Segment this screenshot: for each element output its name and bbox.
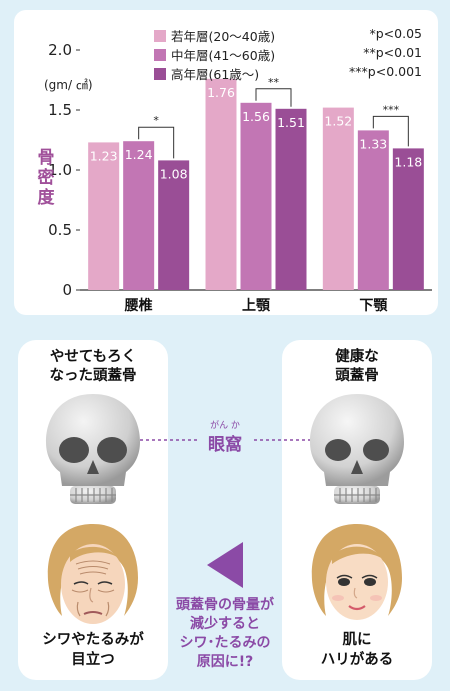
healthy-skull-caption: 肌に ハリがある <box>320 632 394 668</box>
y-tick-label: 0.5 <box>48 221 72 239</box>
bar-value-label: 1.51 <box>277 115 305 130</box>
bar-value-label: 1.56 <box>242 109 270 124</box>
significance-bracket <box>372 115 409 147</box>
legend-label: 高年層(61歳～) <box>171 67 260 82</box>
bar-value-label: 1.18 <box>394 154 422 169</box>
chart-card: 0 0.5 1.0 1.5 2.0 1.23 1.24 1.08 腰椎 1.76 1.56 1.51 上… <box>14 10 438 315</box>
healthy-skull-title: 健康な 頭蓋骨 <box>335 349 379 384</box>
y-tick-label: 2.0 <box>48 41 72 59</box>
thin-skull-caption: シワやたるみが 目立つ <box>42 632 144 668</box>
effect-text: 頭蓋骨の骨量が 減少すると シワ･たるみの 原因に!? <box>176 597 274 670</box>
bar <box>322 107 354 290</box>
bar <box>88 142 120 290</box>
y-tick-label: 1.5 <box>48 101 72 119</box>
significance-note: *p<0.05 <box>369 26 423 41</box>
thin-skull-title: やせてもろく なった頭蓋骨 <box>49 349 137 384</box>
y-tick-label: 0 <box>62 281 72 299</box>
legend-label: 若年層(20～40歳) <box>171 29 276 44</box>
bone-density-chart: 0 0.5 1.0 1.5 2.0 1.23 1.24 1.08 腰椎 1.76 1.56 1.51 上… <box>48 41 432 314</box>
bar <box>240 102 272 290</box>
significance-note: ***p<0.001 <box>349 64 422 79</box>
significance-mark: *** <box>383 103 400 116</box>
y-tick-label: 1.0 <box>48 161 72 179</box>
y-axis-label: 骨密度 <box>37 148 55 208</box>
bar-value-label: 1.24 <box>125 147 153 162</box>
bar-value-label: 1.08 <box>160 166 188 181</box>
legend-swatch <box>154 67 166 80</box>
thin-skull-icon <box>46 394 140 504</box>
bar <box>205 78 237 290</box>
significance-bracket <box>138 126 175 159</box>
significance-mark: * <box>153 114 159 127</box>
bar-value-label: 1.23 <box>90 148 118 163</box>
category-label: 腰椎 <box>124 297 153 314</box>
bar <box>158 160 190 290</box>
young-face-icon <box>311 524 402 620</box>
units-label: (gm/ ㎠) <box>44 78 93 92</box>
orbit-label: 眼窩 <box>198 430 252 455</box>
arrow-left-icon <box>207 542 243 588</box>
legend-item: 中年層(41～60歳) <box>154 45 275 64</box>
healthy-skull-card: 健康な 頭蓋骨 肌に ハリがある <box>282 340 432 680</box>
category-label: 下顎 <box>359 298 388 314</box>
legend-swatch <box>154 48 166 61</box>
healthy-skull-icon <box>310 394 404 504</box>
bar <box>357 130 389 290</box>
bar-value-label: 1.52 <box>324 114 352 129</box>
orbit-ruby: がん か <box>210 421 240 431</box>
significance-bracket <box>255 88 292 107</box>
bar-value-label: 1.33 <box>359 136 387 151</box>
bar <box>392 148 424 290</box>
significance-notes: *p<0.05 **p<0.01 ***p<0.001 <box>349 26 422 83</box>
significance-mark: ** <box>268 76 280 89</box>
legend: 若年層(20～40歳) 中年層(41～60歳) 高年層(61歳～) <box>154 26 275 83</box>
legend-item: 高年層(61歳～) <box>154 64 275 83</box>
legend-label: 中年層(41～60歳) <box>171 48 276 63</box>
aged-face-icon <box>47 524 138 624</box>
legend-item: 若年層(20～40歳) <box>154 26 275 45</box>
thin-skull-card: やせてもろく なった頭蓋骨 シワやたるみが 目立つ <box>18 340 168 680</box>
bar-value-label: 1.76 <box>207 85 235 100</box>
bar <box>275 108 307 290</box>
category-label: 上顎 <box>242 298 271 314</box>
bar <box>123 141 155 290</box>
legend-swatch <box>154 29 166 42</box>
significance-note: **p<0.01 <box>363 45 422 60</box>
